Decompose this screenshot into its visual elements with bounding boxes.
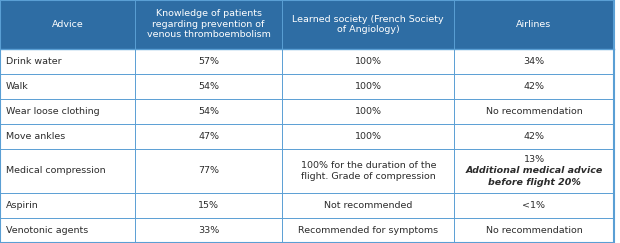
Text: 77%: 77% <box>198 166 219 175</box>
Bar <box>0 218 614 243</box>
Text: 42%: 42% <box>523 132 544 141</box>
Text: 57%: 57% <box>198 57 219 66</box>
Text: Knowledge of patients
regarding prevention of
venous thromboembolism: Knowledge of patients regarding preventi… <box>147 9 270 39</box>
Text: No recommendation: No recommendation <box>485 226 582 235</box>
Text: Additional medical advice: Additional medical advice <box>465 166 603 175</box>
Text: Not recommended: Not recommended <box>324 201 412 210</box>
Text: 100%: 100% <box>355 107 382 116</box>
Text: Drink water: Drink water <box>6 57 62 66</box>
Text: Walk: Walk <box>6 82 29 91</box>
Text: 54%: 54% <box>198 82 219 91</box>
Bar <box>0 193 614 218</box>
Text: Learned society (French Society
of Angiology): Learned society (French Society of Angio… <box>293 15 444 34</box>
Text: <1%: <1% <box>523 201 546 210</box>
Text: Aspirin: Aspirin <box>6 201 39 210</box>
Text: 15%: 15% <box>198 201 219 210</box>
Bar <box>0 74 614 99</box>
Text: 100%: 100% <box>355 82 382 91</box>
Text: 100% for the duration of the
flight. Grade of compression: 100% for the duration of the flight. Gra… <box>301 161 436 181</box>
Bar <box>0 99 614 124</box>
Text: Venotonic agents: Venotonic agents <box>6 226 89 235</box>
Text: 100%: 100% <box>355 132 382 141</box>
Text: 47%: 47% <box>198 132 219 141</box>
Text: 33%: 33% <box>198 226 219 235</box>
Text: Medical compression: Medical compression <box>6 166 106 175</box>
Text: 13%: 13% <box>523 155 544 164</box>
Text: 100%: 100% <box>355 57 382 66</box>
Text: Recommended for symptoms: Recommended for symptoms <box>298 226 438 235</box>
Text: Advice: Advice <box>51 20 84 29</box>
Text: No recommendation: No recommendation <box>485 107 582 116</box>
Text: Move ankles: Move ankles <box>6 132 65 141</box>
Text: Wear loose clothing: Wear loose clothing <box>6 107 100 116</box>
Text: 42%: 42% <box>523 82 544 91</box>
Bar <box>0 124 614 149</box>
Text: 54%: 54% <box>198 107 219 116</box>
Bar <box>0 0 614 49</box>
Text: 34%: 34% <box>523 57 544 66</box>
Bar <box>0 149 614 193</box>
Text: before flight 20%: before flight 20% <box>487 178 580 187</box>
Text: Airlines: Airlines <box>516 20 552 29</box>
Bar <box>0 49 614 74</box>
